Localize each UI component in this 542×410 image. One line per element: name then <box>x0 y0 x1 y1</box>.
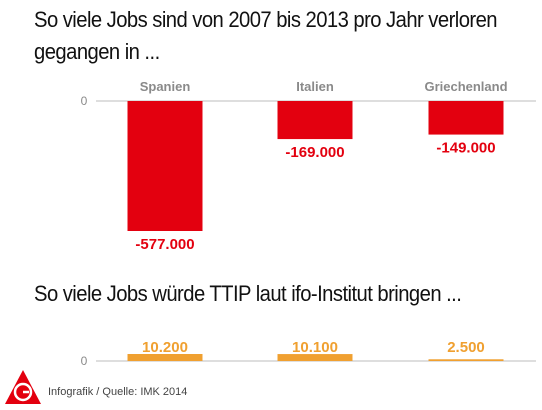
bar-ttip-italien <box>277 354 353 361</box>
value-label: -169.000 <box>285 144 344 161</box>
value-label: -577.000 <box>135 236 194 253</box>
source-note: Infografik / Quelle: IMK 2014 <box>48 386 188 398</box>
bar-italien <box>277 101 353 140</box>
igmetall-logo <box>5 370 41 404</box>
category-label: Italien <box>296 79 334 94</box>
value-label-2: 10.200 <box>142 339 188 356</box>
bar-ttip-griechenland <box>428 359 504 361</box>
bar-ttip-spanien <box>127 354 203 361</box>
value-label-2: 2.500 <box>447 339 485 356</box>
value-label-2: 10.100 <box>292 339 338 356</box>
y-tick-label-2: 0 <box>81 354 88 368</box>
chart-title-job-losses: So viele Jobs sind von 2007 bis 2013 pro… <box>34 7 498 64</box>
chart-title-ttip-jobs: So viele Jobs würde TTIP laut ifo-Instit… <box>34 281 462 306</box>
y-tick-label: 0 <box>81 94 88 108</box>
category-label: Spanien <box>140 79 191 94</box>
category-label: Griechenland <box>424 79 507 94</box>
bar-griechenland <box>428 101 504 135</box>
value-label: -149.000 <box>436 140 495 157</box>
bar-spanien <box>127 101 203 231</box>
